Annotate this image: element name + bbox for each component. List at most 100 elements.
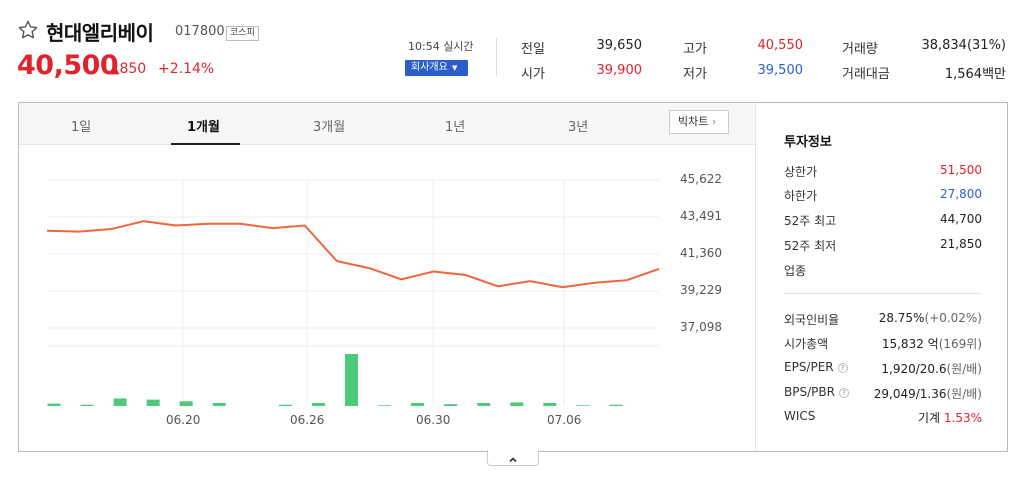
quote-label: 시가 <box>521 67 545 82</box>
market-badge: 코스피 <box>226 26 259 41</box>
tab-3y[interactable]: 3년 <box>568 120 589 135</box>
quote-value: 39,900 <box>596 63 643 78</box>
volume-bar <box>576 405 590 406</box>
invest-row-extra: (+0.02%) <box>924 311 982 325</box>
tab-1y[interactable]: 1년 <box>445 120 466 135</box>
chevron-up-icon <box>509 457 517 463</box>
volume-bar <box>477 403 491 406</box>
invest-row-label: 시가총액 <box>784 335 828 352</box>
x-tick-label: 06.20 <box>166 413 201 427</box>
current-price: 40,500 <box>17 50 119 81</box>
invest-row-extra: (169위) <box>938 337 982 351</box>
company-info-button[interactable]: 회사개요 ▼ <box>405 60 468 76</box>
invest-row-value: 1,920/20.6(원/배) <box>881 360 982 377</box>
invest-row-label: BPS/PBR? <box>784 385 849 399</box>
quote-label: 고가 <box>683 42 707 57</box>
volume-bar <box>609 404 623 406</box>
quote-label: 거래대금 <box>842 67 890 82</box>
quote-value: 39,500 <box>757 63 804 78</box>
volume-bar <box>543 403 557 406</box>
help-icon[interactable]: ? <box>838 388 849 398</box>
y-tick-label: 45,622 <box>680 172 722 186</box>
price-change-value: 850 <box>119 61 147 77</box>
x-tick-label: 06.26 <box>290 413 325 427</box>
invest-row: EPS/PER? 1,920/20.6(원/배) <box>784 360 982 376</box>
active-tab-indicator <box>171 143 240 145</box>
volume-bar <box>80 404 94 406</box>
invest-row-value: 28.75%(+0.02%) <box>879 311 982 325</box>
stock-name: 현대엘리베이 <box>46 21 154 45</box>
volume-bar <box>311 403 325 406</box>
star-icon[interactable] <box>17 19 39 41</box>
volume-bar <box>47 403 61 406</box>
invest-row-value: 15,832 억(169위) <box>882 335 982 352</box>
volume-bar <box>378 405 392 406</box>
collapse-toggle-button[interactable] <box>487 450 539 466</box>
invest-row-extra: (원/배) <box>946 387 983 401</box>
invest-row-label-text: 외국인비율 <box>784 313 840 327</box>
y-tick-label: 37,098 <box>680 320 722 334</box>
volume-bar <box>444 404 458 406</box>
invest-row-label: 52주 최고 <box>784 214 837 228</box>
invest-row: 시가총액 15,832 억(169위) <box>784 335 982 351</box>
price-change: ▲850 <box>111 61 146 77</box>
invest-row-main-value: 28.75% <box>878 311 925 325</box>
volume-bar <box>146 399 160 406</box>
x-tick-label: 07.06 <box>547 413 582 427</box>
invest-row-label: EPS/PER? <box>784 360 848 374</box>
invest-row-value: 44,700 <box>940 212 982 226</box>
invest-row-main-value: 29,049/1.36 <box>873 387 947 401</box>
up-triangle-icon: ▲ <box>111 63 120 76</box>
big-chart-label: 빅차트 <box>678 115 709 128</box>
invest-row: 52주 최저 21,850 <box>784 237 982 253</box>
invest-row-label: 상한가 <box>784 165 818 179</box>
invest-row-value: 21,850 <box>940 237 982 251</box>
investment-info-title: 투자정보 <box>784 135 832 150</box>
invest-row-extra: (원/배) <box>946 362 983 376</box>
volume-bar <box>345 354 358 406</box>
tab-1m[interactable]: 1개월 <box>187 120 220 135</box>
invest-row-label: 업종 <box>784 264 807 278</box>
volume-bar <box>212 403 226 406</box>
y-tick-label: 39,229 <box>680 283 722 297</box>
price-line <box>46 220 660 289</box>
caret-down-icon: ▼ <box>449 64 458 72</box>
quote-label: 거래량 <box>842 42 878 57</box>
volume-bar <box>510 402 524 406</box>
invest-row: 상한가 51,500 <box>784 163 982 179</box>
help-icon[interactable]: ? <box>837 363 848 373</box>
invest-row: 외국인비율 28.75%(+0.02%) <box>784 311 982 327</box>
quote-value: 39,650 <box>596 38 643 53</box>
price-chart[interactable] <box>19 146 755 406</box>
volume-bar <box>278 404 292 406</box>
quote-label: 전일 <box>521 42 545 57</box>
wics-label: WICS <box>784 409 816 423</box>
volume-bar <box>411 403 425 406</box>
volume-bar <box>179 401 193 406</box>
chart-panel: 1일 1개월 3개월 1년 3년 빅차트 › 45,622 43,491 41,36… <box>18 102 1008 452</box>
wics-rate: 1.53% <box>943 411 982 425</box>
change-rate: +2.14% <box>158 61 215 77</box>
quote-value: 38,834(31%) <box>921 38 1006 53</box>
divider <box>496 38 497 76</box>
invest-row-label-text: EPS/PER <box>784 360 834 374</box>
quote-value: 40,550 <box>757 38 804 53</box>
divider <box>755 103 756 451</box>
invest-row: 업종 <box>784 262 982 278</box>
tab-1d[interactable]: 1일 <box>71 120 92 135</box>
investment-info: 투자정보 상한가 51,500 하한가 27,800 52주 최고 44,700 52주 최… <box>756 103 1008 451</box>
stock-header: 현대엘리베이 017800 코스피 40,500 ▲850 +2.14% 10:… <box>0 0 1023 100</box>
quote-label: 저가 <box>683 67 707 82</box>
invest-row-label: 하한가 <box>784 189 818 203</box>
invest-row-label: 52주 최저 <box>784 239 837 253</box>
big-chart-button[interactable]: 빅차트 › <box>669 110 729 134</box>
wics-sector[interactable]: 기계 <box>917 411 941 425</box>
wics-row: WICS 기계 1.53% <box>784 409 982 425</box>
chevron-right-icon: › <box>711 115 717 128</box>
invest-row-label-text: 시가총액 <box>784 337 829 351</box>
tab-3m[interactable]: 3개월 <box>313 120 346 135</box>
invest-row-main-value: 15,832 억 <box>881 337 939 351</box>
company-info-label: 회사개요 <box>411 62 448 73</box>
invest-row: 52주 최고 44,700 <box>784 212 982 228</box>
quote-value: 1,564백만 <box>944 67 1006 82</box>
